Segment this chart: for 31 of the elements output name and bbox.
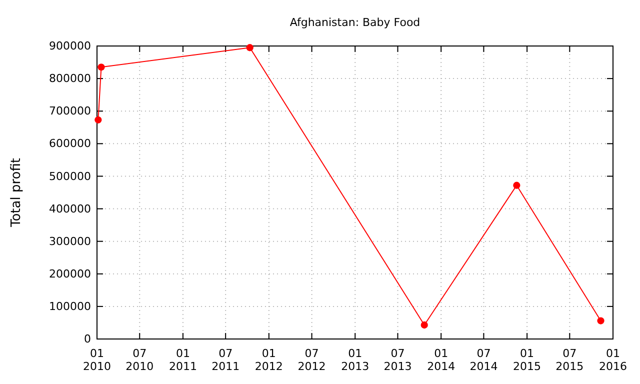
y-tick-label: 200000 <box>49 267 91 280</box>
point <box>597 317 604 324</box>
point <box>420 321 428 329</box>
x-tick-label: 01 2016 <box>599 346 627 374</box>
x-tick-label: 07 2011 <box>212 346 240 374</box>
x-tick-label: 07 2012 <box>298 346 326 374</box>
y-tick-label: 900000 <box>49 40 91 53</box>
y-tick-label: 500000 <box>49 170 91 183</box>
x-tick-label: 07 2013 <box>384 346 412 374</box>
y-tick-label: 100000 <box>49 300 91 313</box>
chart-title: Afghanistan: Baby Food <box>290 16 420 29</box>
y-tick-label: 400000 <box>49 202 91 216</box>
y-tick-label: 300000 <box>49 234 91 248</box>
y-tick-label: 600000 <box>49 137 91 150</box>
x-tick-label: 01 2014 <box>427 346 456 374</box>
x-tick-label: 01 2013 <box>341 346 370 374</box>
x-tick-label: 01 2012 <box>254 346 283 374</box>
point <box>98 64 105 71</box>
x-tick-label: 07 2015 <box>556 346 584 374</box>
point <box>513 182 520 189</box>
point <box>246 44 254 52</box>
x-tick-label: 01 2011 <box>168 346 197 374</box>
y-tick-label: 700000 <box>49 104 91 118</box>
y-tick-label: 800000 <box>49 72 91 86</box>
x-tick-label: 01 2010 <box>83 346 111 374</box>
y-axis-title: Total profit <box>9 158 24 228</box>
point <box>94 116 102 124</box>
x-tick-label: 07 2014 <box>470 346 498 374</box>
x-tick-label: 01 2015 <box>513 346 542 374</box>
x-tick-label: 07 2010 <box>126 346 154 374</box>
y-tick-label: 0 <box>84 332 91 346</box>
